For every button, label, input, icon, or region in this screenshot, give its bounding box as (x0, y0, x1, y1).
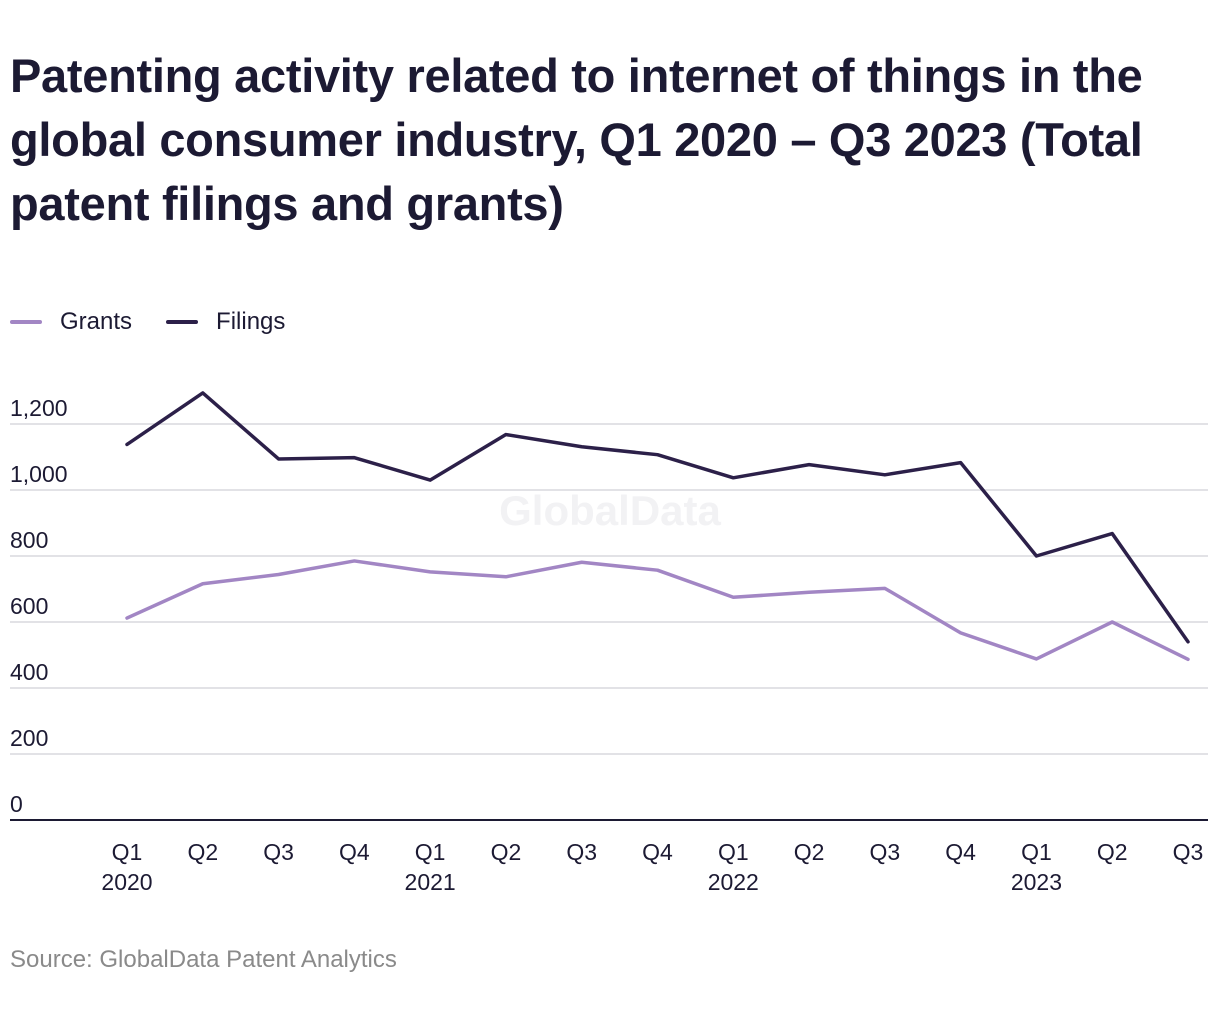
gridlines (10, 423, 1208, 755)
x-tick-label: Q2 (1097, 839, 1128, 865)
legend-swatch-grants (10, 320, 42, 324)
series-line-grants (125, 559, 1190, 662)
x-tick-year-label: 2020 (101, 869, 152, 895)
y-axis-ticks: 0 200 400 600 800 1,000 1,200 (10, 395, 68, 817)
legend-swatch-filings (166, 320, 199, 324)
x-tick-label: Q3 (1173, 839, 1204, 865)
x-tick-year-label: 2021 (405, 869, 456, 895)
x-tick-label: Q2 (187, 839, 218, 865)
watermark-text: GlobalData (499, 487, 721, 534)
legend-label-filings: Filings (216, 308, 286, 335)
x-tick-label: Q1 (112, 839, 143, 865)
x-axis-ticks: Q1 2020 Q2 Q3 Q4 Q1 2021 Q2 Q3 Q4 Q1 2022 Q2 Q3 Q4 Q1 20… (101, 839, 1203, 895)
x-tick-label: Q3 (566, 839, 597, 865)
y-tick-label: 800 (10, 527, 48, 553)
x-tick-label: Q3 (870, 839, 901, 865)
x-tick-label: Q3 (263, 839, 294, 865)
x-tick-label: Q1 (415, 839, 446, 865)
legend-item-filings: Filings (166, 308, 285, 336)
series-lines (125, 391, 1190, 662)
y-tick-label: 600 (10, 593, 48, 619)
y-tick-label: 0 (10, 791, 23, 817)
chart-title: Patenting activity related to internet o… (10, 49, 1143, 230)
x-tick-label: Q4 (642, 839, 673, 865)
y-tick-label: 1,000 (10, 461, 68, 487)
line-chart: GlobalData 0 200 400 600 800 1,000 1,200 Q1 202… (10, 391, 1208, 895)
x-tick-label: Q2 (491, 839, 522, 865)
x-tick-label: Q4 (945, 839, 976, 865)
x-tick-year-label: 2023 (1011, 869, 1062, 895)
x-tick-label: Q2 (794, 839, 825, 865)
x-tick-label: Q4 (339, 839, 370, 865)
x-tick-year-label: 2022 (708, 869, 759, 895)
y-tick-label: 1,200 (10, 395, 68, 421)
legend-item-grants: Grants (10, 308, 132, 336)
series-line-filings (125, 391, 1190, 644)
source-note: Source: GlobalData Patent Analytics (10, 946, 397, 973)
y-tick-label: 200 (10, 725, 48, 751)
legend: Grants Filings (10, 306, 285, 338)
y-tick-label: 400 (10, 659, 48, 685)
x-tick-label: Q1 (1021, 839, 1052, 865)
legend-label-grants: Grants (60, 308, 133, 335)
x-tick-label: Q1 (718, 839, 749, 865)
